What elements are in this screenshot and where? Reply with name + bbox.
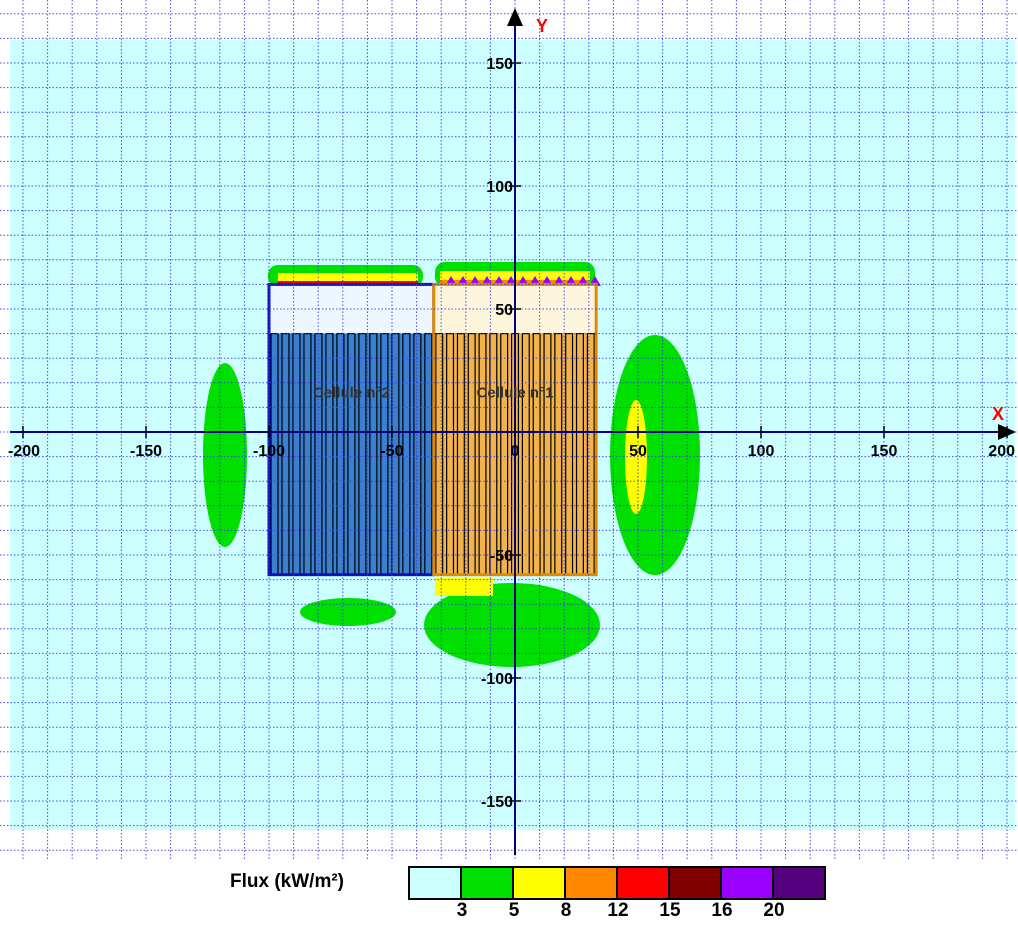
flux-zone-right-inner [625,400,647,514]
flux-zone-bottom-left [300,598,396,626]
legend-threshold: 8 [560,900,572,921]
legend-swatch [410,868,462,898]
legend-swatch [722,868,774,898]
x-tick-label: -50 [380,443,403,460]
x-axis-name: X [992,404,1004,424]
legend-threshold: 12 [607,900,629,921]
y-tick-label: -100 [481,671,513,688]
flux-zone-top-left-yellow [278,273,418,281]
y-axis-arrow [507,8,523,26]
y-tick-label: 150 [486,56,513,73]
legend-swatch [618,868,670,898]
legend-swatch [566,868,618,898]
y-axis-name: Y [536,16,548,36]
legend-swatch [670,868,722,898]
x-tick-label: 200 [988,443,1015,460]
tick-labels: -200 -150 -100 -50 0 50 100 150 200 150 100 50 -50 -1… [8,56,1015,811]
flux-zone-bottom-yellow [435,578,493,596]
y-tick-label: -50 [490,548,513,565]
flux-zone-left [203,363,247,547]
x-tick-label: -100 [253,443,285,460]
x-tick-label: 150 [871,443,898,460]
y-tick-label: 50 [495,302,513,319]
flux-zones [203,262,700,667]
legend-title: Flux (kW/m²) [230,871,344,892]
x-tick-label: -200 [8,443,40,460]
flux-zone-right [610,335,700,575]
legend-threshold: 3 [456,900,468,921]
axes [10,8,1016,855]
legend-threshold: 16 [711,900,733,921]
legend-threshold: 5 [508,900,520,921]
legend-swatch [514,868,566,898]
legend-threshold: 20 [763,900,785,921]
cell-label: Cellule n°1 [477,385,554,402]
cell-racks-area [269,333,434,575]
legend-threshold: 15 [659,900,681,921]
x-tick-label: 100 [748,443,775,460]
legend-swatches [408,866,826,900]
legend-swatch [462,868,514,898]
x-tick-label: 0 [511,443,520,460]
cell-label: Cellule n°2 [313,385,390,402]
legend-thresholds: 3 5 8 12 15 16 20 [408,900,828,922]
legend-swatch [774,868,824,898]
flux-zone-bottom [424,583,600,667]
cell-labels: Cellule n°2 Cellule n°1 [313,385,553,402]
flux-diagram: X Y -200 -150 -100 -50 0 50 100 150 20015010050-… [0,0,1018,860]
y-tick-label: -150 [481,794,513,811]
x-tick-label: 50 [629,443,647,460]
cells [267,282,598,577]
x-tick-label: -150 [130,443,162,460]
flux-legend: Flux (kW/m²) 3 5 8 12 15 16 20 [230,866,850,922]
y-tick-label: 100 [486,179,513,196]
